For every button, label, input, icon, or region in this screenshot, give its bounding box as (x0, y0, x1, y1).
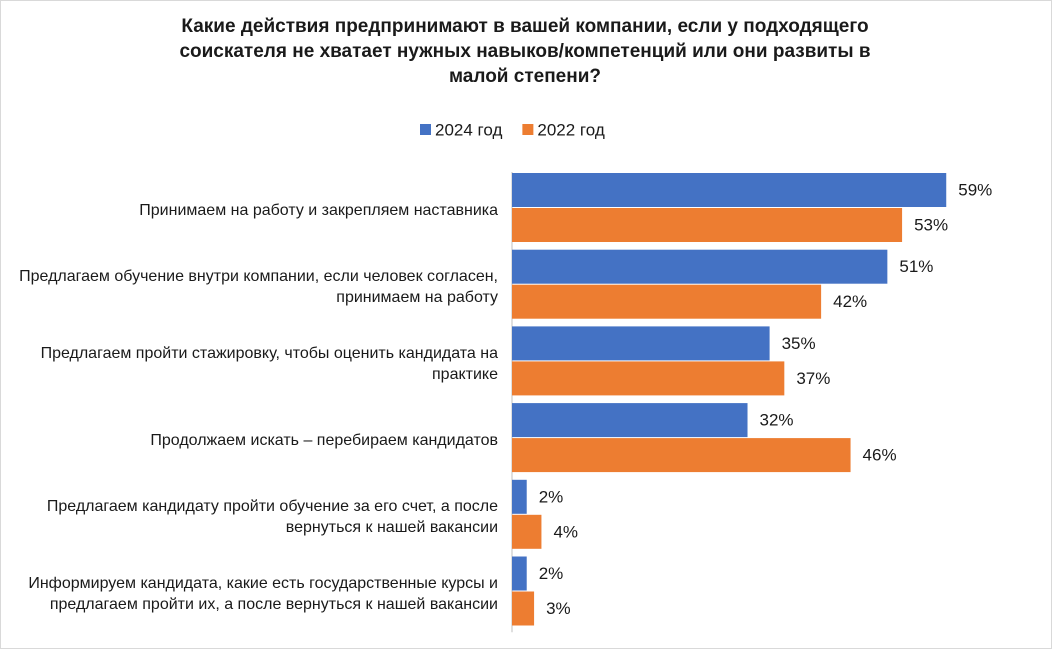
bar (512, 556, 527, 591)
data-label: 3% (546, 599, 571, 618)
legend-label: 2024 год (435, 120, 502, 139)
bar (512, 284, 822, 319)
data-label: 32% (760, 411, 794, 430)
category-label: Принимаем на работу и закрепляем наставн… (139, 201, 498, 219)
bar (512, 438, 851, 473)
data-label: 2% (539, 487, 564, 506)
bar (512, 479, 527, 514)
bar (512, 326, 770, 361)
legend-label: 2022 год (537, 120, 604, 139)
bar (512, 173, 947, 207)
bar (512, 591, 535, 626)
bar (512, 361, 785, 396)
data-label: 42% (833, 292, 867, 311)
chart-title: Какие действия предпринимают в вашей ком… (179, 16, 871, 87)
legend-swatch (420, 124, 431, 135)
legend-swatch (522, 124, 534, 135)
bar (512, 249, 888, 284)
category-label: Предлагаем обучение внутри компании, есл… (19, 268, 498, 307)
data-label: 51% (899, 257, 933, 276)
data-label: 35% (782, 334, 816, 353)
data-label: 2% (539, 564, 564, 583)
data-label: 4% (553, 522, 578, 541)
data-label: 37% (796, 369, 830, 388)
category-label: Продолжаем искать – перебираем кандидато… (150, 431, 498, 449)
data-label: 53% (914, 215, 948, 234)
data-label: 59% (958, 180, 992, 199)
category-label: Предлагаем кандидату пройти обучение за … (46, 498, 498, 537)
category-label: Информируем кандидата, какие есть госуда… (28, 574, 498, 613)
category-label: Предлагаем пройти стажировку, чтобы оцен… (40, 344, 498, 383)
data-label: 46% (863, 446, 897, 465)
bar (512, 208, 903, 242)
bar (512, 403, 748, 438)
bar (512, 514, 542, 549)
